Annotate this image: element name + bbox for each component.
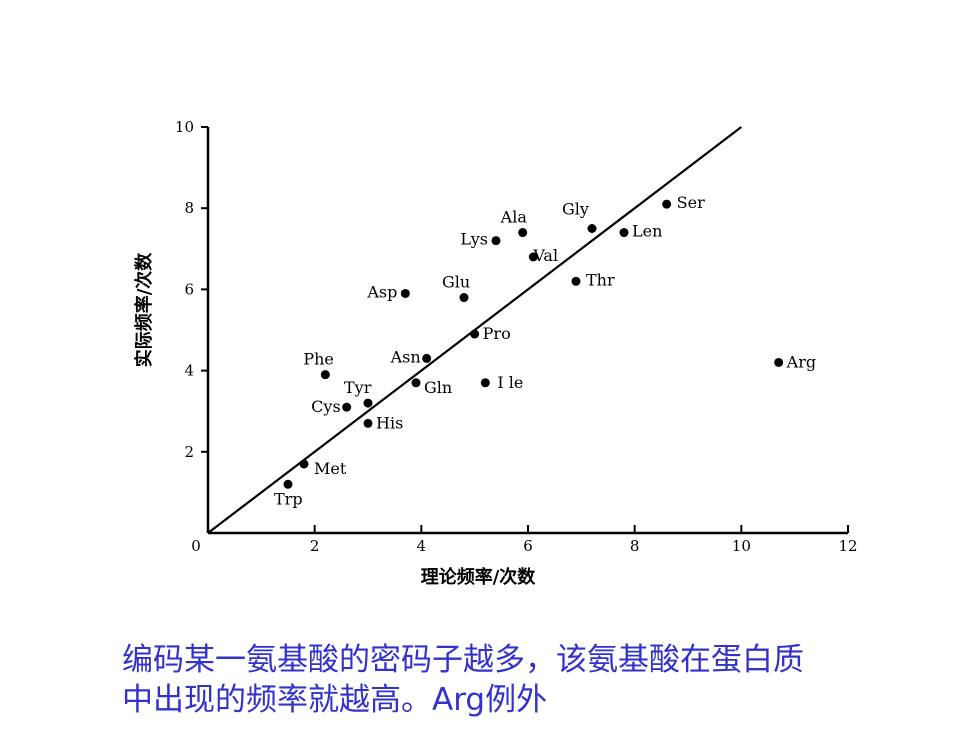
- data-point: [363, 398, 373, 408]
- point-label: Asp: [366, 282, 397, 301]
- data-point: [299, 459, 309, 469]
- data-point: [571, 276, 581, 286]
- point-label: I le: [497, 373, 523, 392]
- y-tick-label: 8: [184, 199, 194, 217]
- point-label: Glu: [442, 273, 470, 292]
- point-label: Met: [314, 459, 347, 478]
- x-axis-title: 理论频率/次数: [421, 566, 537, 588]
- x-tick-label: 6: [523, 537, 533, 555]
- point-label: His: [376, 413, 403, 432]
- data-point: [528, 252, 538, 262]
- point-label: Thr: [586, 270, 615, 289]
- point-label: Ala: [500, 208, 528, 227]
- point-label: Tyr: [344, 378, 372, 397]
- x-tick-label: 2: [310, 537, 320, 555]
- x-tick-label: 12: [838, 537, 857, 555]
- y-tick-label: 4: [184, 362, 194, 380]
- point-label: Lys: [460, 230, 488, 249]
- point-label: Phe: [303, 350, 334, 369]
- data-point: [459, 293, 469, 303]
- data-point: [619, 228, 629, 238]
- data-point: [283, 479, 293, 489]
- point-label: Cys: [311, 397, 341, 416]
- y-axis-title: 实际频率/次数: [133, 252, 155, 368]
- point-label: Arg: [786, 352, 816, 371]
- data-point: [480, 378, 490, 388]
- data-point: [320, 370, 330, 380]
- y-tick-label: 6: [184, 280, 194, 298]
- data-point: [342, 402, 352, 412]
- data-point: [774, 357, 784, 367]
- point-label: Gly: [562, 200, 589, 219]
- data-point: [411, 378, 421, 388]
- point-label: Val: [532, 246, 558, 265]
- data-point: [400, 288, 410, 298]
- point-label: Pro: [483, 324, 511, 343]
- data-point: [422, 353, 432, 363]
- x-tick-label: 10: [732, 537, 751, 555]
- y-tick-label: 2: [184, 443, 194, 461]
- data-point: [587, 224, 597, 233]
- data-point: [518, 228, 528, 238]
- y-tick-label: 10: [175, 118, 194, 136]
- point-label: Trp: [274, 489, 303, 508]
- point-label: Gln: [424, 378, 452, 397]
- x-tick-label: 8: [630, 537, 640, 555]
- caption-line-1: 编码某一氨基酸的密码子越多，该氨基酸在蛋白质: [122, 642, 804, 678]
- point-label: Ser: [677, 193, 705, 212]
- caption-line-2: 中出现的频率就越高。Arg例外: [122, 682, 548, 718]
- point-label: Len: [632, 222, 662, 241]
- data-point: [470, 329, 480, 339]
- x-tick-label: 4: [417, 537, 427, 555]
- data-point: [491, 236, 501, 246]
- scatter-chart: 0 2 4 6 8 10 12 2 4 6 8 10 Ser Ala Gly Lys Val Len Asp Glu T…: [133, 118, 858, 588]
- data-point: [363, 418, 373, 428]
- data-point: [662, 199, 672, 209]
- x-tick-label: 0: [191, 537, 201, 555]
- point-label: Asn: [390, 347, 421, 366]
